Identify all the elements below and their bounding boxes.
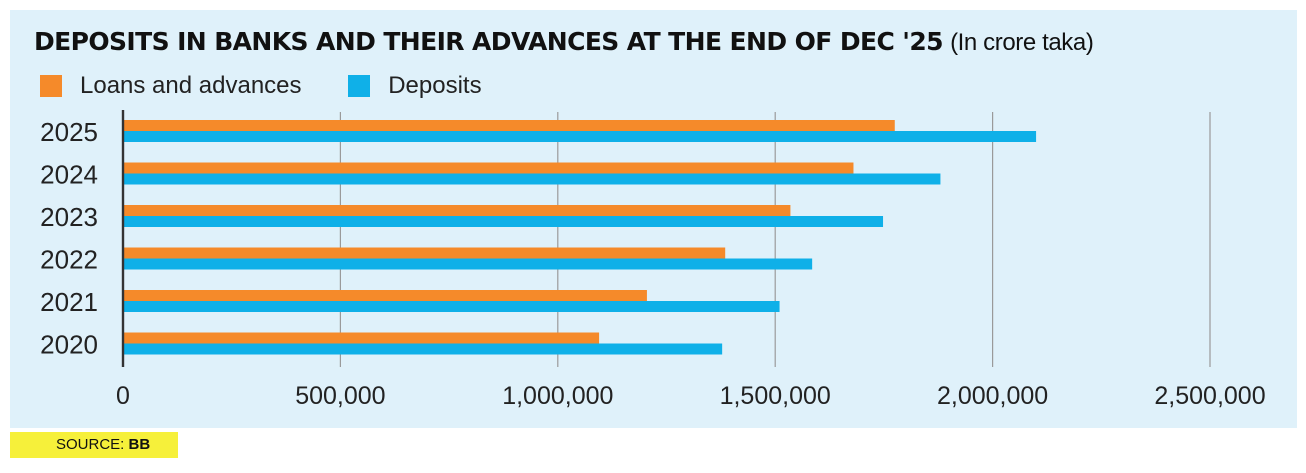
category-label-2025: 2025 — [40, 117, 98, 147]
x-tick-label-4: 2,000,000 — [937, 382, 1048, 410]
legend-label-loans: Loans and advances — [80, 72, 302, 99]
x-tick-label-2: 1,000,000 — [502, 382, 613, 410]
bar-deposits-2021 — [123, 301, 780, 312]
bar-loans-2020 — [123, 332, 600, 344]
bar-deposits-2025 — [123, 131, 1037, 142]
bar-loans-2022 — [123, 247, 726, 259]
chart-legend: Loans and advances Deposits — [40, 72, 522, 104]
bar-loans-2021 — [123, 290, 647, 301]
legend-label-deposits: Deposits — [388, 72, 482, 99]
legend-item-loans: Loans and advances — [40, 72, 302, 100]
bar-deposits-2020 — [123, 343, 723, 355]
source-value: BB — [128, 436, 151, 453]
bar-deposits-2022 — [123, 258, 813, 270]
category-label-2023: 2023 — [40, 202, 98, 232]
bar-loans-2023 — [123, 205, 791, 216]
chart-title: DEPOSITS IN BANKS AND THEIR ADVANCES AT … — [34, 26, 1094, 57]
bar-deposits-2023 — [123, 216, 884, 227]
chart-title-unit: (In crore taka) — [950, 29, 1094, 56]
x-tick-label-0: 0 — [116, 382, 130, 410]
source-note: SOURCE: BB — [10, 432, 178, 458]
x-tick-label-5: 2,500,000 — [1154, 382, 1265, 410]
category-label-2020: 2020 — [40, 330, 98, 360]
x-tick-label-3: 1,500,000 — [720, 382, 831, 410]
legend-item-deposits: Deposits — [348, 72, 482, 100]
chart-title-main: DEPOSITS IN BANKS AND THEIR ADVANCES AT … — [34, 27, 944, 56]
legend-swatch-loans — [40, 75, 62, 97]
category-label-2022: 2022 — [40, 245, 98, 275]
bar-loans-2024 — [123, 162, 854, 174]
legend-swatch-deposits — [348, 75, 371, 97]
bar-loans-2025 — [123, 120, 895, 131]
category-label-2024: 2024 — [40, 160, 98, 190]
x-tick-label-1: 500,000 — [295, 382, 385, 410]
bar-deposits-2024 — [123, 173, 941, 185]
source-label: SOURCE: — [56, 436, 125, 453]
category-label-2021: 2021 — [40, 287, 98, 317]
